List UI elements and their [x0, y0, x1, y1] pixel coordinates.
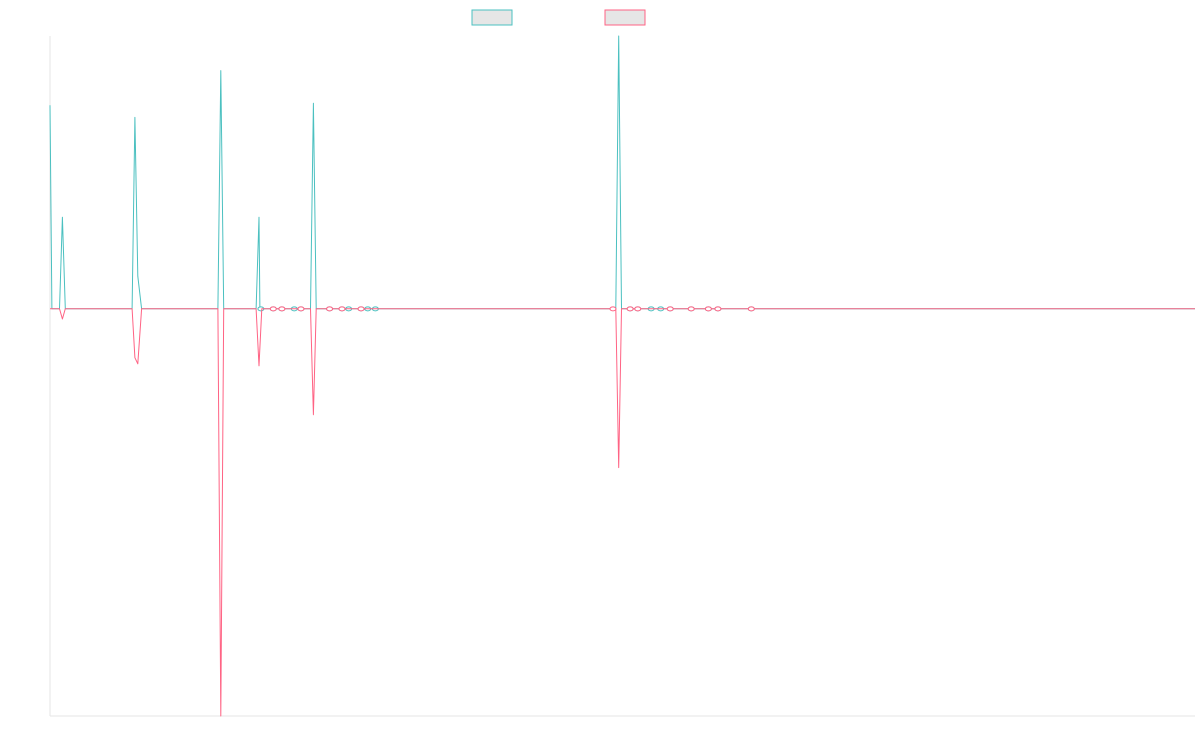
series-2-point-10[interactable] — [666, 306, 674, 312]
series-2-point-7[interactable] — [609, 306, 617, 312]
series-2-point-5[interactable] — [338, 306, 346, 312]
series-2-point-6[interactable] — [357, 306, 365, 312]
series-2-point-11[interactable] — [687, 306, 695, 312]
series-2-point-12[interactable] — [704, 306, 712, 312]
series-2-point-4[interactable] — [326, 306, 334, 312]
series-line-2 — [50, 308, 1195, 717]
series-line-1 — [49, 35, 1195, 310]
series-layer — [49, 35, 1195, 717]
series-2-point-1[interactable] — [269, 306, 277, 312]
legend-swatch-2[interactable] — [604, 9, 646, 26]
chart-legend — [471, 9, 646, 26]
series-2-point-14[interactable] — [747, 306, 755, 312]
series-2-point-2[interactable] — [278, 306, 286, 312]
series-2-point-8[interactable] — [626, 306, 634, 312]
series-2-point-9[interactable] — [634, 306, 642, 312]
series-2-point-3[interactable] — [297, 306, 305, 312]
legend-swatch-1[interactable] — [471, 9, 513, 26]
series-2-point-13[interactable] — [714, 306, 722, 312]
